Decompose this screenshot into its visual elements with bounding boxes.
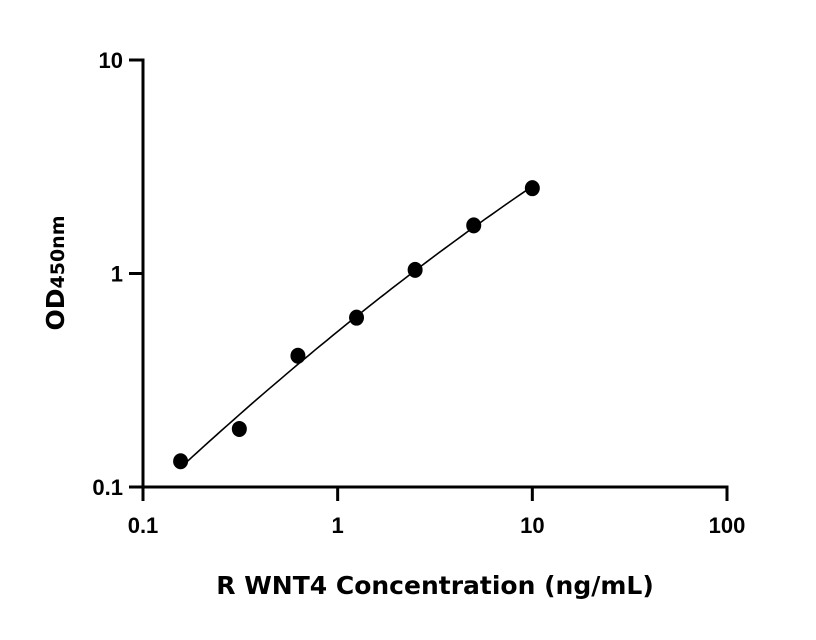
y-tick-label: 0.1	[92, 475, 123, 500]
x-axis-label: R WNT4 Concentration (ng/mL)	[216, 571, 654, 600]
data-point	[407, 261, 423, 278]
data-point	[173, 453, 189, 470]
y-tick-label: 1	[111, 262, 123, 287]
data-point	[231, 420, 247, 437]
data-point	[290, 347, 306, 364]
x-tick-label: 10	[520, 513, 544, 538]
data-point	[466, 217, 482, 234]
axes	[129, 58, 729, 501]
y-tick-label: 10	[99, 48, 123, 73]
y-axis-label: OD450nm	[41, 215, 70, 330]
data-points	[173, 180, 540, 470]
y-axis-label-main: OD	[41, 288, 70, 330]
x-tick-label: 1	[332, 513, 344, 538]
tick-labels: 0.1 1 10 100 0.1 1 10	[92, 48, 745, 538]
data-point	[524, 180, 540, 197]
x-tick-label: 100	[709, 513, 746, 538]
x-tick-label: 0.1	[128, 513, 159, 538]
data-point	[349, 309, 365, 326]
y-axis-label-sub: 450nm	[47, 215, 69, 288]
